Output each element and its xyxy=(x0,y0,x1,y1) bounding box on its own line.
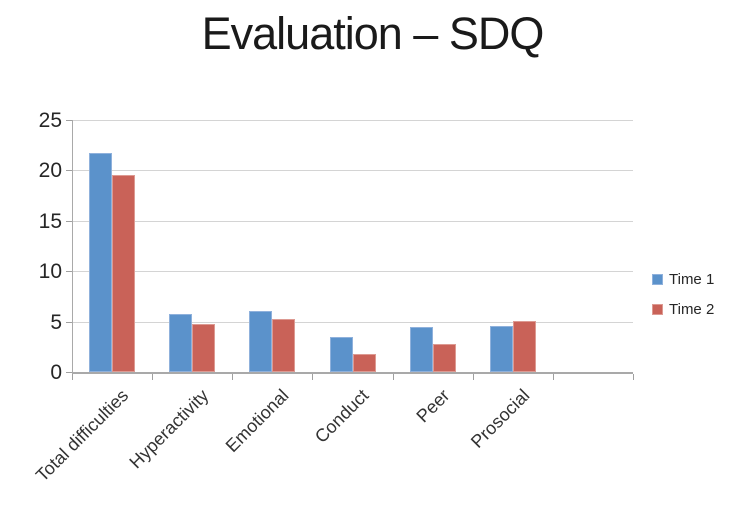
legend-label-time-1: Time 1 xyxy=(669,270,715,288)
gridline-y-20 xyxy=(72,170,633,172)
category-label-anchor-peer: Peer xyxy=(190,385,453,426)
category-label-anchor-hyperactivity: Hyperactivity xyxy=(0,385,213,472)
category-label-hyperactivity: Hyperactivity xyxy=(125,385,213,473)
legend-swatch-time-2 xyxy=(652,303,663,315)
bar-time-1-conduct xyxy=(329,336,353,372)
bar-time-2-peer xyxy=(432,343,456,372)
bar-time-2-conduct xyxy=(352,353,376,372)
y-tick-label-10: 10 xyxy=(38,260,62,284)
y-tick-label-5: 5 xyxy=(50,310,62,334)
category-label-total-difficulties: Total difficulties xyxy=(32,385,133,486)
legend: Time 1 Time 2 xyxy=(652,271,714,331)
category-label-anchor-emotional: Emotional xyxy=(29,385,293,456)
legend-item-time-1: Time 1 xyxy=(652,270,715,288)
category-label-conduct: Conduct xyxy=(311,385,373,447)
x-tick-3 xyxy=(312,374,314,380)
y-tick-label-25: 25 xyxy=(38,109,62,132)
legend-swatch-time-1 xyxy=(652,273,663,285)
category-label-prosocial: Prosocial xyxy=(466,385,534,452)
y-tick-5 xyxy=(66,321,72,323)
gridline-y-15 xyxy=(72,220,633,222)
y-tick-label-20: 20 xyxy=(38,159,62,183)
bar-time-2-hyperactivity xyxy=(192,323,216,372)
x-tick-7 xyxy=(633,374,634,380)
x-tick-4 xyxy=(392,374,394,380)
legend-item-time-2: Time 2 xyxy=(652,300,715,318)
y-tick-0 xyxy=(66,372,72,373)
gridline-y-10 xyxy=(72,271,633,273)
bar-time-2-total-difficulties xyxy=(112,175,136,372)
category-label-anchor-conduct: Conduct xyxy=(110,385,373,447)
y-tick-25 xyxy=(66,120,72,121)
legend-label-time-2: Time 2 xyxy=(669,300,715,318)
chart-title: Evaluation – SDQ xyxy=(201,8,545,59)
y-tick-10 xyxy=(66,271,72,273)
gridline-y-25 xyxy=(72,120,633,121)
x-tick-5 xyxy=(472,374,474,380)
bar-time-2-emotional xyxy=(272,318,296,372)
gridline-y-5 xyxy=(72,321,633,323)
x-tick-6 xyxy=(552,374,554,380)
bar-time-1-emotional xyxy=(249,310,273,372)
y-axis-line xyxy=(72,120,73,372)
bar-time-2-prosocial xyxy=(512,320,536,372)
y-tick-label-15: 15 xyxy=(38,209,62,233)
category-label-anchor-prosocial: Prosocial xyxy=(270,385,533,451)
y-tick-20 xyxy=(66,170,72,172)
x-axis-line xyxy=(72,372,633,374)
x-tick-1 xyxy=(152,374,154,380)
bar-time-1-prosocial xyxy=(489,325,513,372)
x-tick-0 xyxy=(72,374,73,380)
category-label-anchor-total-difficulties: Total difficulties xyxy=(0,385,132,485)
x-tick-2 xyxy=(232,374,234,380)
category-label-emotional: Emotional xyxy=(222,385,293,457)
bar-time-1-total-difficulties xyxy=(89,153,113,372)
bar-time-1-peer xyxy=(409,326,433,372)
y-tick-label-0: 0 xyxy=(50,361,62,384)
y-tick-15 xyxy=(66,220,72,222)
bar-time-1-hyperactivity xyxy=(169,313,193,372)
category-label-peer: Peer xyxy=(412,385,454,427)
